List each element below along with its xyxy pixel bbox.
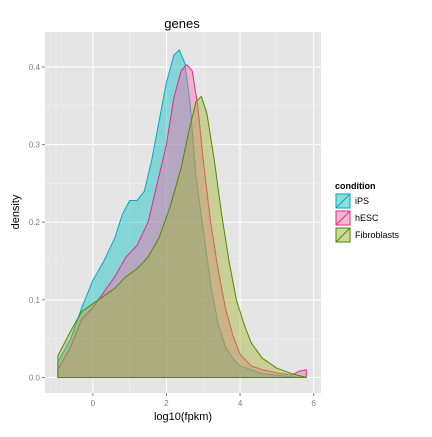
- y-tick-label: 0.2: [29, 218, 41, 227]
- series-layer: [57, 49, 307, 378]
- y-tick-label: 0.4: [29, 63, 41, 72]
- y-tick-label: 0.3: [29, 141, 41, 150]
- density-area-fibroblasts: [57, 95, 307, 378]
- plot-background: [45, 32, 321, 393]
- y-tick-label: 0.0: [29, 373, 41, 382]
- legend-swatch-line: [335, 210, 351, 226]
- legend-title: condition: [335, 181, 376, 191]
- legend-item-hesc: hESC: [334, 209, 379, 227]
- y-axis: 0.0 0.1 0.2 0.3 0.4: [29, 63, 45, 382]
- x-tick-label: 4: [238, 399, 243, 408]
- x-tick-label: 6: [311, 399, 316, 408]
- legend-swatch-line: [335, 227, 351, 243]
- x-axis: 0 2 4 6: [91, 393, 316, 408]
- legend-swatch-line: [335, 193, 351, 209]
- minor-gridlines: [45, 32, 321, 393]
- legend-item-ips: iPS: [334, 192, 369, 210]
- y-tick-label: 0.1: [29, 296, 41, 305]
- chart-title: genes: [164, 16, 200, 31]
- legend-label-fibroblasts: Fibroblasts: [355, 230, 400, 240]
- density-area-ips: [57, 49, 307, 378]
- x-tick-label: 2: [164, 399, 169, 408]
- legend-label-hesc: hESC: [355, 213, 379, 223]
- legend-label-ips: iPS: [355, 196, 369, 206]
- x-tick-label: 0: [91, 399, 96, 408]
- legend-item-fibroblasts: Fibroblasts: [334, 226, 400, 244]
- legend-items: iPS hESC Fibroblasts: [334, 192, 400, 244]
- x-axis-label: log10(fpkm): [154, 411, 212, 423]
- density-area-hesc: [57, 64, 307, 378]
- major-gridlines: [45, 32, 321, 393]
- legend: condition iPS hESC Fibroblasts: [334, 181, 400, 244]
- y-axis-label: density: [10, 194, 22, 229]
